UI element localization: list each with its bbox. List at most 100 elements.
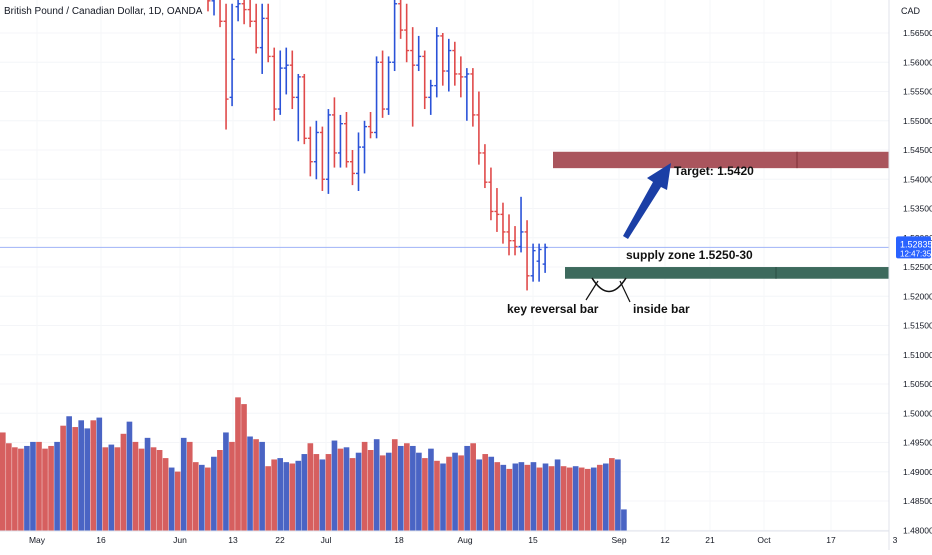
price-scale[interactable]: CAD 1.565001.560001.555001.550001.545001…	[888, 0, 932, 550]
volume-bar	[30, 441, 36, 531]
volume-bar	[114, 447, 121, 531]
target-label[interactable]: Target: 1.5420	[674, 164, 754, 178]
inside-bar-label[interactable]: inside bar	[633, 302, 690, 316]
volume-bar	[138, 448, 145, 531]
inside-bar-pointer[interactable]	[619, 280, 631, 303]
volume-bar	[132, 441, 139, 531]
volume-bar	[349, 458, 356, 531]
volume-bar	[277, 458, 284, 531]
volume-bar	[458, 455, 464, 531]
supply-zone	[565, 267, 889, 279]
volume-bar	[144, 437, 151, 531]
volume-bar	[609, 458, 615, 531]
volume-bar	[229, 441, 235, 531]
volume-bar	[361, 441, 368, 531]
supply-zone-label[interactable]: supply zone 1.5250-30	[626, 248, 753, 262]
y-tick-label: 1.50500	[903, 379, 932, 389]
volume-bar	[24, 445, 30, 531]
volume-bar	[54, 441, 60, 531]
volume-bar	[265, 466, 271, 531]
volume-bar	[566, 467, 573, 531]
x-tick-label: 17	[826, 535, 836, 545]
price-bars	[207, 0, 548, 291]
volume-bar	[319, 459, 326, 531]
volume-bar	[385, 452, 392, 531]
y-tick-label: 1.56500	[903, 28, 932, 38]
volume-bar	[572, 466, 579, 531]
bar-countdown: 12:47:35	[900, 249, 932, 258]
volume-bar	[12, 447, 18, 531]
volume-bar	[325, 454, 332, 531]
y-tick-label: 1.49500	[903, 438, 932, 448]
volume-bar	[283, 462, 290, 531]
y-tick-labels: 1.56500 1.56000 1.55500 1.55000 1.54500 1.540…	[903, 28, 932, 535]
volume-bar	[578, 467, 585, 531]
volume-bar	[90, 420, 97, 531]
x-tick-label: 13	[228, 535, 238, 545]
volume-bar	[102, 447, 109, 531]
volume-bar	[343, 447, 350, 531]
y-tick-label: 1.53500	[903, 204, 932, 214]
volume-bar	[6, 443, 12, 531]
volume-bar	[494, 462, 501, 531]
key-reversal-label[interactable]: key reversal bar	[507, 302, 599, 316]
target-arrow[interactable]	[623, 163, 671, 239]
volume-bar	[108, 444, 115, 531]
x-tick-label: Sep	[611, 535, 626, 545]
volume-bar	[373, 439, 380, 531]
volume-bar	[241, 404, 247, 531]
currency-label: CAD	[901, 6, 921, 16]
volume-bar	[464, 445, 470, 531]
volume-bar	[355, 452, 362, 531]
volume-bar	[391, 439, 398, 531]
volume-bar	[150, 447, 157, 531]
volume-bar	[554, 459, 561, 531]
volume-bar	[307, 443, 314, 531]
volume-bar	[506, 468, 513, 531]
annotations-layer[interactable]: Target: 1.5420 supply zone 1.5250-30 key…	[507, 163, 754, 316]
volume-bar	[446, 456, 452, 531]
x-tick-label: Jun	[173, 535, 187, 545]
x-tick-label: 16	[96, 535, 106, 545]
x-tick-label: 21	[705, 535, 715, 545]
volume-bar	[36, 441, 42, 531]
volume-bar	[259, 441, 265, 531]
x-tick-label: Jul	[321, 535, 332, 545]
volume-bar	[84, 428, 91, 531]
volume-bar	[66, 416, 72, 531]
volume-bar	[367, 450, 374, 531]
volume-bar	[584, 468, 591, 531]
y-tick-label: 1.48500	[903, 496, 932, 506]
volume-bar	[78, 420, 85, 531]
volume-bar	[120, 433, 127, 531]
x-tick-label: 18	[394, 535, 404, 545]
x-tick-label: Aug	[457, 535, 472, 545]
volume-bar	[72, 427, 78, 531]
volume-bar	[416, 452, 422, 531]
volume-bar	[603, 463, 609, 531]
volume-bar	[470, 443, 476, 531]
last-price-value: 1.52835	[900, 239, 932, 249]
volume-bar	[247, 436, 253, 531]
y-tick-label: 1.54000	[903, 174, 932, 184]
last-price-tag	[896, 236, 931, 259]
volume-bar	[422, 458, 428, 531]
y-tick-label: 1.50000	[903, 408, 932, 418]
key-reversal-pointer[interactable]	[585, 280, 599, 301]
volume-bar	[211, 456, 217, 531]
x-tick-label: 3	[893, 535, 898, 545]
x-tick-labels: May 16 Jun 13 22 Jul 18 Aug 15 Sep 12 21 Oct 17 3	[29, 535, 898, 545]
volume-bar	[404, 443, 410, 531]
time-scale[interactable]: May 16 Jun 13 22 Jul 18 Aug 15 Sep 12 21 Oct 17 3	[0, 530, 898, 545]
volume-bar	[560, 466, 567, 531]
volume-bar	[434, 460, 440, 531]
volume-bar	[313, 454, 320, 531]
zones-layer[interactable]	[553, 151, 889, 279]
volume-bar	[615, 459, 621, 531]
reversal-arc-marker[interactable]	[591, 277, 627, 293]
volume-bar	[168, 467, 175, 531]
volume-bar	[156, 450, 163, 531]
volume-bar	[488, 456, 495, 531]
